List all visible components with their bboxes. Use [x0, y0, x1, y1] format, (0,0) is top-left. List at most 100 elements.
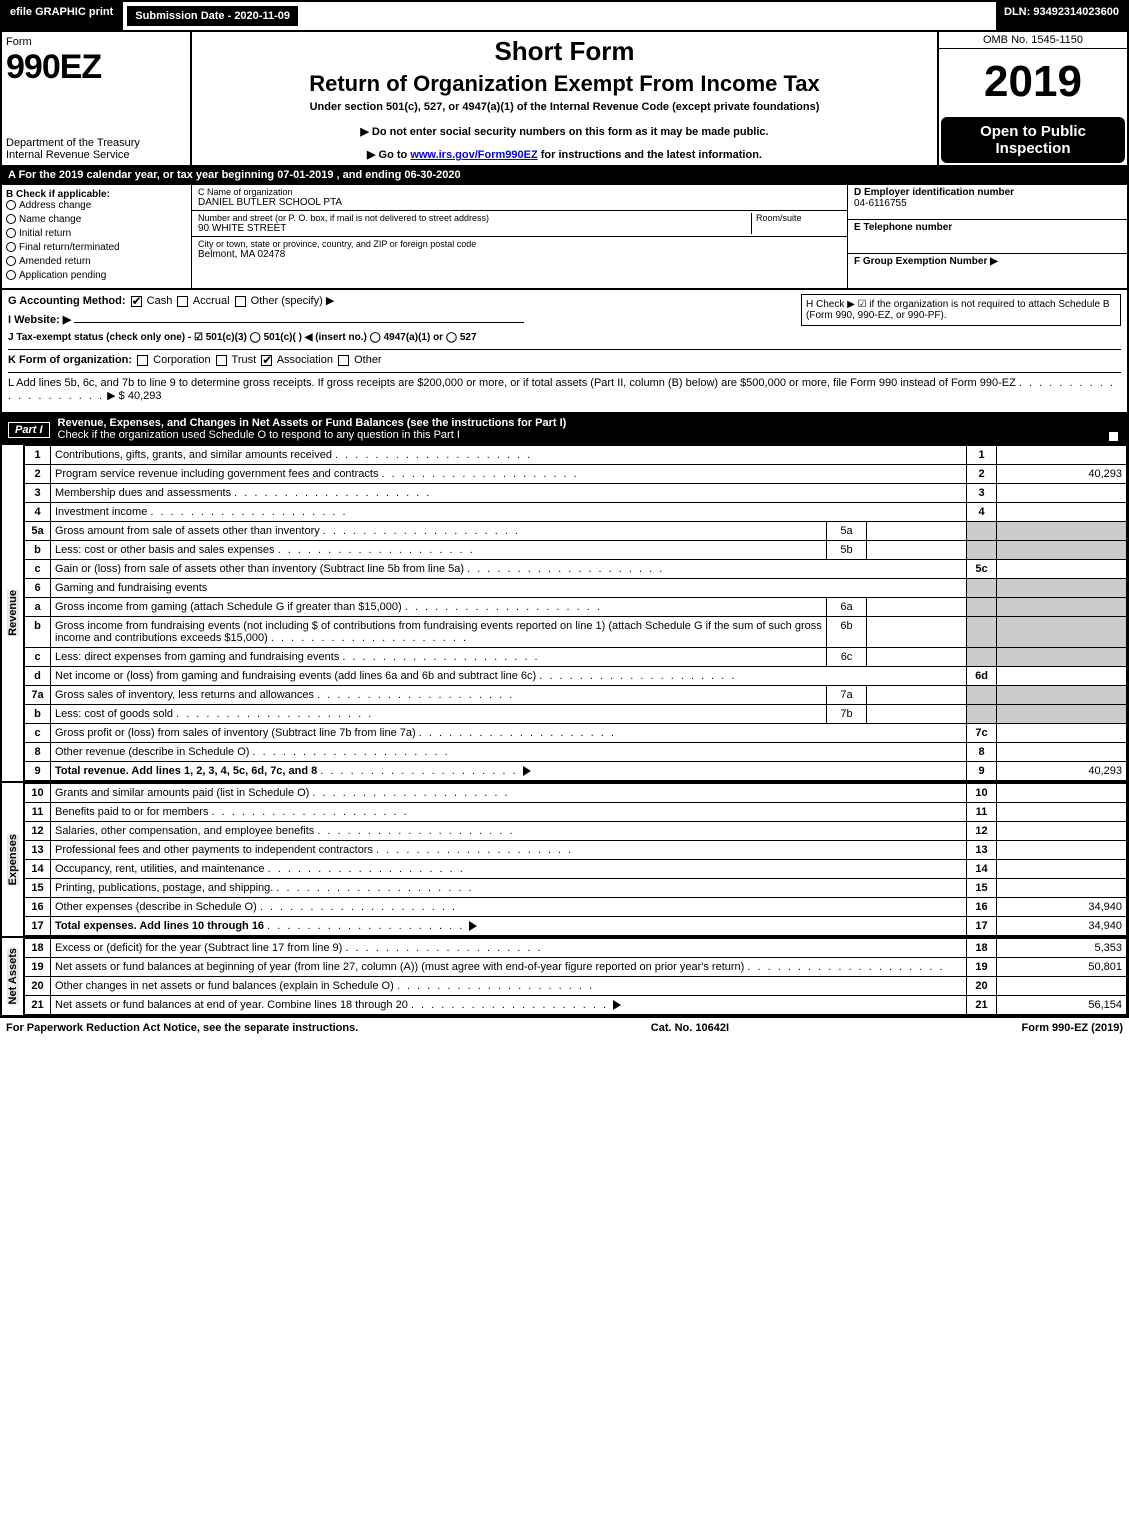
goto-pre: ▶ Go to [367, 149, 410, 161]
checkbox-icon[interactable] [338, 355, 349, 366]
mini-value [867, 541, 967, 560]
line-number: 13 [25, 841, 51, 860]
org-form-option[interactable]: Trust [214, 354, 260, 366]
checkbox-icon[interactable] [235, 296, 246, 307]
meta-block: B Check if applicable: Address change Nam… [0, 185, 1129, 290]
line-amount [997, 784, 1127, 803]
topbar-spacer [302, 2, 996, 30]
line-amount [997, 841, 1127, 860]
box-d: D Employer identification number 04-6116… [848, 185, 1127, 220]
line-amount [997, 822, 1127, 841]
org-form-option[interactable]: Association [259, 354, 336, 366]
checkbox-icon[interactable] [216, 355, 227, 366]
open-to-public: Open to Public Inspection [941, 117, 1125, 163]
box-b-item[interactable]: Name change [6, 214, 187, 225]
line-amount [997, 446, 1127, 465]
line-ref: 18 [967, 939, 997, 958]
lines-gl: H Check ▶ ☑ if the organization is not r… [0, 290, 1129, 414]
line-number: 1 [25, 446, 51, 465]
table-row: 12Salaries, other compensation, and empl… [25, 822, 1127, 841]
line-k: K Form of organization: Corporation Trus… [8, 349, 1121, 366]
line-amt-shade [997, 522, 1127, 541]
line-amount [997, 484, 1127, 503]
line-number: 2 [25, 465, 51, 484]
table-row: 15Printing, publications, postage, and s… [25, 879, 1127, 898]
line-ref: 12 [967, 822, 997, 841]
line-j-text: J Tax-exempt status (check only one) - ☑… [8, 332, 477, 343]
line-ref: 13 [967, 841, 997, 860]
return-title: Return of Organization Exempt From Incom… [200, 71, 929, 97]
org-form-option[interactable]: Corporation [135, 354, 214, 366]
checkbox-icon[interactable] [6, 270, 16, 280]
table-row: bGross income from fundraising events (n… [25, 617, 1127, 648]
checkbox-icon[interactable] [6, 228, 16, 238]
submission-date-button[interactable]: Submission Date - 2020-11-09 [125, 4, 300, 28]
checkbox-icon[interactable] [6, 214, 16, 224]
box-b-item[interactable]: Amended return [6, 256, 187, 267]
part1-checkbox[interactable] [1108, 431, 1119, 442]
line-desc: Total revenue. Add lines 1, 2, 3, 4, 5c,… [51, 762, 967, 781]
table-row: cGross profit or (loss) from sales of in… [25, 724, 1127, 743]
box-e: E Telephone number [848, 220, 1127, 255]
checkbox-icon[interactable] [261, 355, 272, 366]
arrow-icon [523, 766, 531, 776]
box-b-title: B Check if applicable: [6, 189, 187, 200]
table-row: 8Other revenue (describe in Schedule O) … [25, 743, 1127, 762]
accounting-option[interactable]: Other (specify) ▶ [233, 295, 335, 307]
line-number: 12 [25, 822, 51, 841]
efile-print-button[interactable]: efile GRAPHIC print [2, 2, 123, 30]
accounting-option[interactable]: Accrual [175, 295, 232, 307]
line-amt-shade [997, 648, 1127, 667]
line-amount [997, 503, 1127, 522]
line-desc: Less: cost of goods sold [51, 705, 827, 724]
org-form-option[interactable]: Other [336, 354, 382, 366]
box-b-item[interactable]: Initial return [6, 228, 187, 239]
part1-sub: Check if the organization used Schedule … [58, 429, 460, 441]
checkbox-icon[interactable] [177, 296, 188, 307]
city-cell: City or town, state or province, country… [192, 237, 847, 262]
table-row: 1Contributions, gifts, grants, and simil… [25, 446, 1127, 465]
line-amount: 40,293 [997, 762, 1127, 781]
irs-link[interactable]: www.irs.gov/Form990EZ [410, 149, 537, 161]
org-name-cell: C Name of organization DANIEL BUTLER SCH… [192, 185, 847, 211]
line-l-text: L Add lines 5b, 6c, and 7b to line 9 to … [8, 377, 1016, 389]
box-b-item[interactable]: Address change [6, 200, 187, 211]
line-desc: Total expenses. Add lines 10 through 16 [51, 917, 967, 936]
line-ref: 3 [967, 484, 997, 503]
line-number: c [25, 724, 51, 743]
netassets-vlabel-col: Net Assets [2, 938, 24, 1015]
checkbox-icon[interactable] [131, 296, 142, 307]
accounting-option[interactable]: Cash [129, 295, 176, 307]
line-amount [997, 743, 1127, 762]
line-desc: Gross profit or (loss) from sales of inv… [51, 724, 967, 743]
line-desc: Professional fees and other payments to … [51, 841, 967, 860]
phone-label: E Telephone number [854, 222, 1121, 233]
mini-label: 6b [827, 617, 867, 648]
form-word: Form [6, 36, 186, 48]
line-ref-shade [967, 541, 997, 560]
line-ref: 9 [967, 762, 997, 781]
table-row: aGross income from gaming (attach Schedu… [25, 598, 1127, 617]
line-ref: 7c [967, 724, 997, 743]
tax-year: 2019 [939, 49, 1127, 115]
line-number: 10 [25, 784, 51, 803]
box-b-item[interactable]: Application pending [6, 270, 187, 281]
checkbox-icon[interactable] [6, 256, 16, 266]
line-amount [997, 803, 1127, 822]
checkbox-icon[interactable] [137, 355, 148, 366]
line-number: 5a [25, 522, 51, 541]
table-row: 19Net assets or fund balances at beginni… [25, 958, 1127, 977]
checkbox-icon[interactable] [6, 242, 16, 252]
header-mid: Short Form Return of Organization Exempt… [192, 32, 937, 165]
group-exemption-label: F Group Exemption Number ▶ [854, 256, 1121, 267]
part1-title: Revenue, Expenses, and Changes in Net As… [58, 417, 567, 429]
part1-badge: Part I [8, 422, 50, 438]
mini-value [867, 522, 967, 541]
netassets-vlabel: Net Assets [7, 948, 19, 1004]
table-row: 17Total expenses. Add lines 10 through 1… [25, 917, 1127, 936]
mini-value [867, 686, 967, 705]
expenses-section: Expenses 10Grants and similar amounts pa… [0, 781, 1129, 936]
box-b-item[interactable]: Final return/terminated [6, 242, 187, 253]
checkbox-icon[interactable] [6, 200, 16, 210]
dept-treasury: Department of the Treasury Internal Reve… [6, 137, 186, 161]
